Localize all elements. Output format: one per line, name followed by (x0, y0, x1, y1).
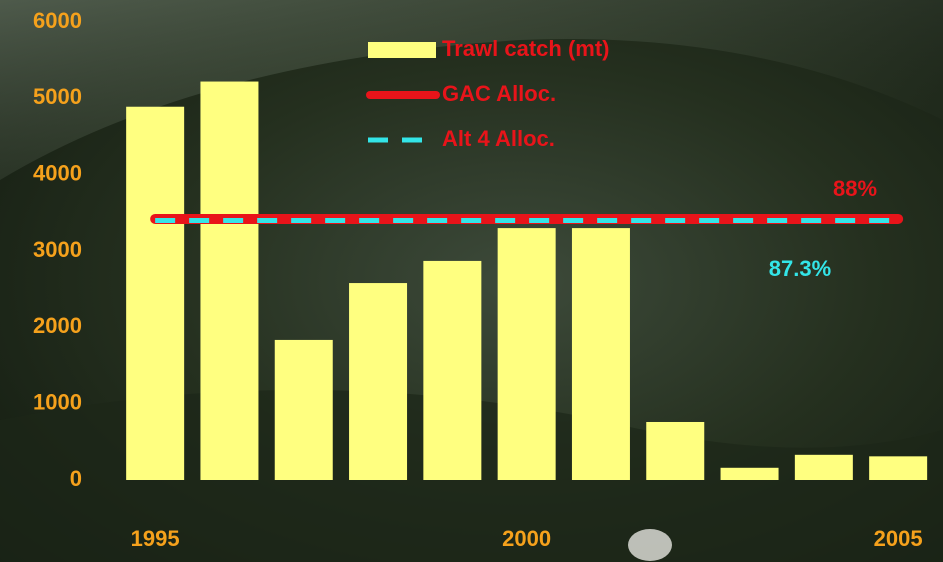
annotation: 87.3% (769, 256, 831, 281)
x-tick-label: 2000 (502, 526, 551, 551)
bar (274, 339, 333, 480)
y-tick-label: 1000 (33, 389, 82, 414)
bar (646, 421, 705, 480)
x-tick-label: 1995 (131, 526, 180, 551)
legend-label: Alt 4 Alloc. (442, 126, 555, 151)
bar (497, 228, 556, 480)
bar (571, 228, 630, 480)
y-tick-label: 5000 (33, 84, 82, 109)
bar (423, 260, 482, 480)
bar (869, 456, 928, 480)
y-tick-label: 3000 (33, 237, 82, 262)
bar (126, 106, 185, 480)
legend-swatch (368, 42, 436, 58)
background-texture (0, 0, 943, 180)
annotation: 88% (833, 176, 877, 201)
bar (200, 81, 259, 480)
y-tick-label: 4000 (33, 160, 82, 185)
background-texture (628, 529, 672, 561)
bar (720, 467, 779, 480)
legend-label: GAC Alloc. (442, 81, 556, 106)
bar (349, 283, 408, 480)
y-tick-label: 2000 (33, 313, 82, 338)
y-tick-label: 0 (70, 466, 82, 491)
legend-label: Trawl catch (mt) (442, 36, 609, 61)
x-tick-label: 2005 (874, 526, 923, 551)
y-tick-label: 6000 (33, 8, 82, 33)
bar (794, 454, 853, 480)
